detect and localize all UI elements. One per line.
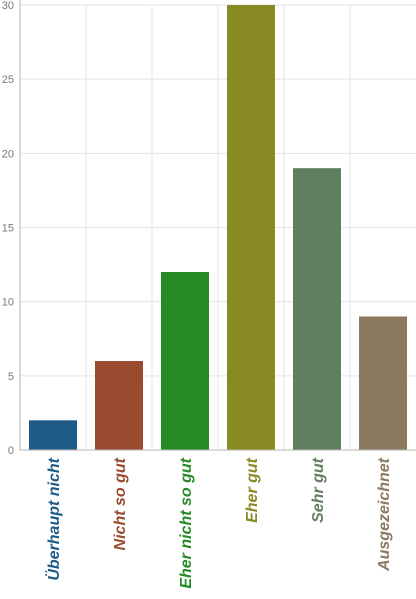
- x-axis-tick-labels: Überhaupt nicht Nicht so gut Eher nicht so…: [44, 457, 393, 588]
- y-axis-tick-labels: 0 5 10 15 20 25 30: [2, 0, 14, 457]
- x-tick-label: Überhaupt nicht: [44, 457, 63, 580]
- y-tick-label: 0: [8, 445, 14, 457]
- bar: [29, 420, 77, 450]
- x-tick-label: Ausgezeichnet: [376, 457, 393, 572]
- gridlines: [20, 4, 416, 450]
- y-tick-label: 30: [2, 0, 14, 12]
- bar-series: [29, 5, 407, 450]
- axes: [19, 0, 416, 451]
- y-tick-label: 20: [2, 148, 14, 160]
- y-tick-label: 15: [2, 223, 14, 235]
- bar: [359, 316, 407, 450]
- bar: [161, 272, 209, 450]
- bar: [293, 168, 341, 450]
- x-tick-label: Nicht so gut: [112, 457, 129, 550]
- y-tick-label: 25: [2, 74, 14, 86]
- x-tick-label: Eher nicht so gut: [178, 457, 195, 588]
- bar: [95, 361, 143, 450]
- y-tick-label: 5: [8, 371, 14, 383]
- y-tick-label: 10: [2, 297, 14, 309]
- x-tick-label: Eher gut: [244, 457, 261, 523]
- x-tick-label: Sehr gut: [310, 457, 327, 523]
- bar: [227, 5, 275, 450]
